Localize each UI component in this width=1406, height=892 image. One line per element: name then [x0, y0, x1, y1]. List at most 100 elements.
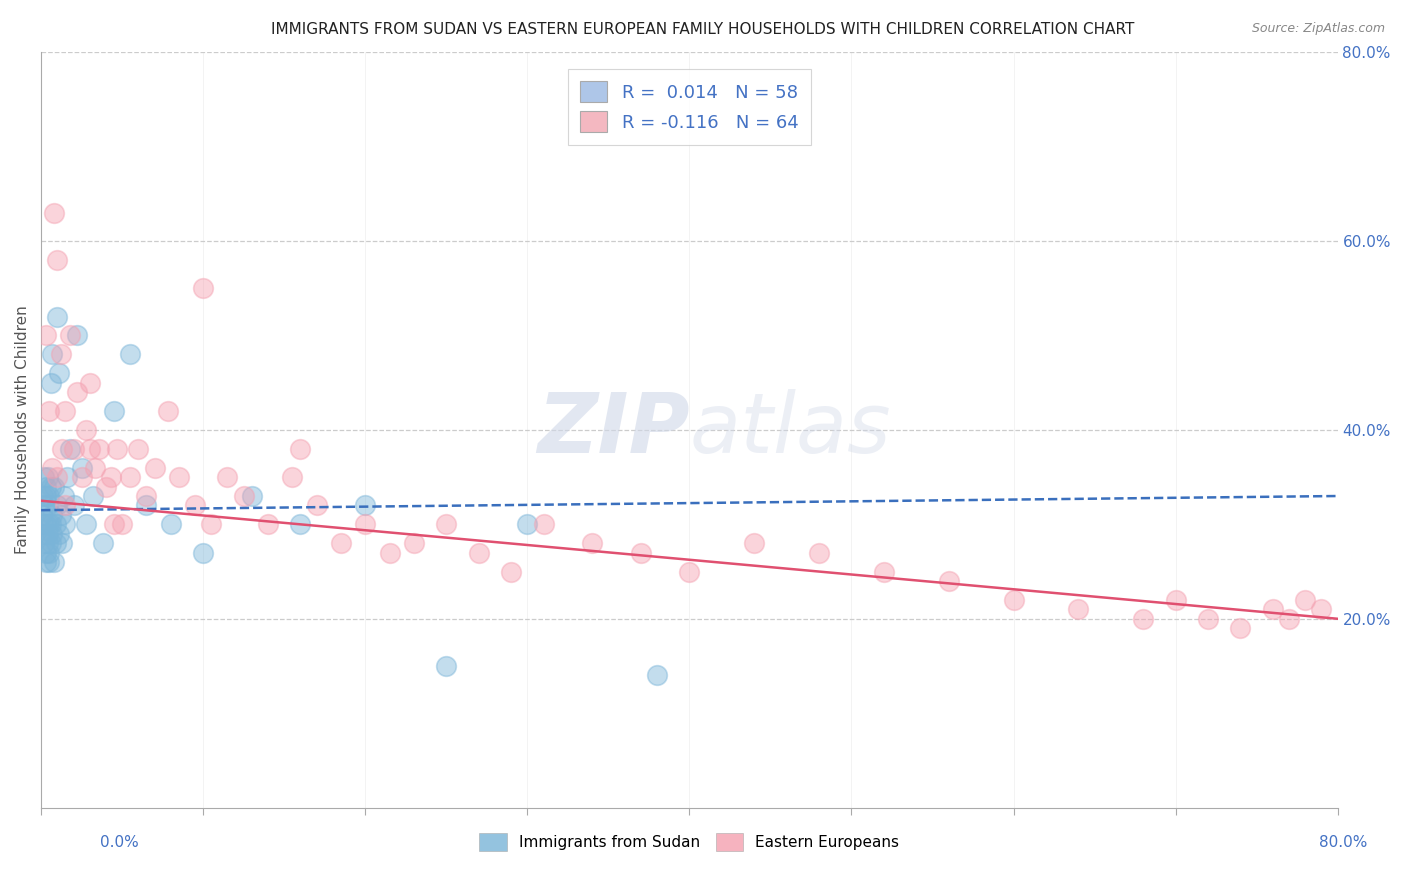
Point: [1261, 602, 1284, 616]
Point: [46, 310, 69, 324]
Point: [105, 442, 128, 456]
Point: [38, 555, 60, 569]
Point: [434, 517, 457, 532]
Point: [94, 479, 117, 493]
Point: [1067, 602, 1090, 616]
Point: [290, 517, 312, 532]
Point: [1294, 593, 1316, 607]
Point: [645, 668, 668, 682]
Point: [59, 442, 82, 456]
Point: [59, 328, 82, 343]
Point: [120, 470, 142, 484]
Point: [281, 470, 304, 484]
Point: [42, 479, 65, 493]
Point: [103, 517, 125, 532]
Legend: R =  0.014   N = 58, R = -0.116   N = 64: R = 0.014 N = 58, R = -0.116 N = 64: [568, 69, 811, 145]
Point: [46, 470, 69, 484]
Point: [1132, 612, 1154, 626]
Point: [35, 328, 58, 343]
Point: [46, 499, 69, 513]
Point: [46, 252, 69, 267]
Point: [200, 517, 222, 532]
Point: [434, 659, 457, 673]
Point: [135, 489, 157, 503]
Point: [79, 376, 101, 390]
Point: [329, 536, 352, 550]
Point: [39, 479, 62, 493]
Point: [34, 536, 56, 550]
Point: [402, 536, 425, 550]
Point: [49, 347, 72, 361]
Text: ZIP: ZIP: [537, 390, 689, 470]
Point: [232, 489, 254, 503]
Point: [34, 499, 56, 513]
Point: [808, 546, 831, 560]
Point: [91, 536, 114, 550]
Point: [37, 499, 59, 513]
Point: [56, 470, 79, 484]
Point: [76, 517, 98, 532]
Point: [31, 508, 53, 522]
Point: [167, 470, 190, 484]
Text: 80.0%: 80.0%: [1319, 836, 1367, 850]
Point: [156, 404, 179, 418]
Point: [39, 376, 62, 390]
Point: [38, 517, 60, 532]
Point: [193, 281, 215, 295]
Point: [55, 499, 77, 513]
Point: [501, 565, 523, 579]
Point: [37, 526, 59, 541]
Point: [111, 517, 134, 532]
Point: [1197, 612, 1219, 626]
Text: 0.0%: 0.0%: [100, 836, 139, 850]
Text: IMMIGRANTS FROM SUDAN VS EASTERN EUROPEAN FAMILY HOUSEHOLDS WITH CHILDREN CORREL: IMMIGRANTS FROM SUDAN VS EASTERN EUROPEA…: [271, 22, 1135, 37]
Point: [41, 460, 63, 475]
Point: [38, 546, 60, 560]
Point: [38, 489, 60, 503]
Point: [42, 205, 65, 219]
Point: [39, 517, 62, 532]
Point: [35, 546, 58, 560]
Point: [678, 565, 700, 579]
Point: [193, 546, 215, 560]
Point: [41, 526, 63, 541]
Point: [354, 517, 377, 532]
Point: [35, 479, 58, 493]
Point: [103, 404, 125, 418]
Point: [66, 328, 89, 343]
Point: [873, 565, 896, 579]
Point: [52, 489, 75, 503]
Point: [31, 517, 53, 532]
Point: [41, 347, 63, 361]
Point: [135, 499, 157, 513]
Point: [38, 404, 60, 418]
Point: [290, 442, 312, 456]
Point: [240, 489, 263, 503]
Point: [39, 536, 62, 550]
Point: [217, 470, 239, 484]
Point: [45, 536, 67, 550]
Point: [55, 517, 77, 532]
Point: [37, 536, 59, 550]
Point: [354, 499, 377, 513]
Point: [51, 536, 73, 550]
Point: [127, 442, 149, 456]
Point: [62, 442, 84, 456]
Point: [1278, 612, 1301, 626]
Point: [100, 470, 122, 484]
Text: atlas: atlas: [689, 390, 891, 470]
Point: [62, 499, 84, 513]
Point: [55, 404, 77, 418]
Point: [41, 508, 63, 522]
Point: [742, 536, 765, 550]
Point: [34, 470, 56, 484]
Point: [35, 489, 58, 503]
Point: [159, 517, 181, 532]
Point: [35, 555, 58, 569]
Point: [70, 470, 93, 484]
Point: [143, 460, 166, 475]
Point: [76, 423, 98, 437]
Point: [48, 526, 70, 541]
Point: [1310, 602, 1333, 616]
Point: [938, 574, 960, 588]
